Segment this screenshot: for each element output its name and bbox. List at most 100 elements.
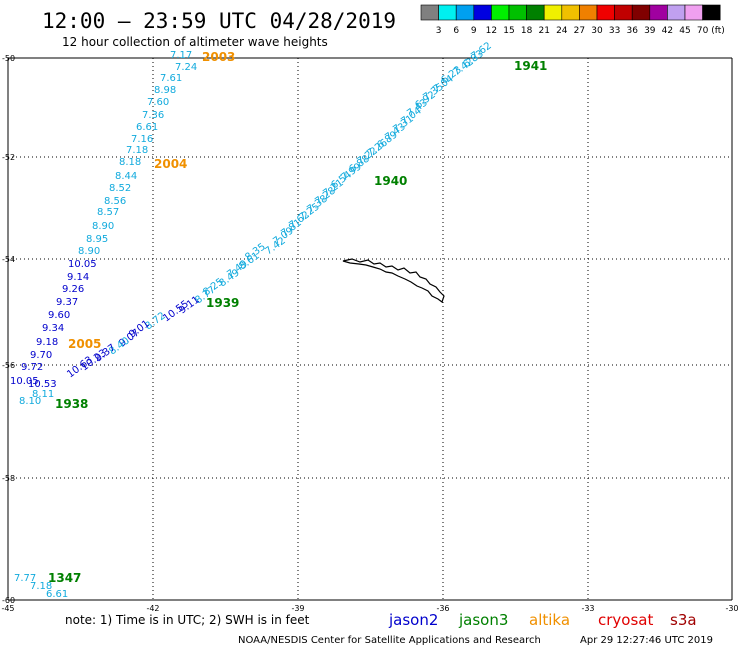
legend-swatch (543, 4, 563, 21)
lon-tick-label: -33 (581, 604, 594, 613)
axis-tick-labels: -45 -42 -39 -36 -33 -30 -50 -52 -54 -56 -58 -60 (1, 54, 738, 613)
legend-swatch (579, 4, 598, 21)
legend-label: 24 (556, 26, 568, 36)
swh-value: 9.26 (62, 284, 84, 295)
legend-swatch (596, 4, 615, 21)
swh-value: 8.57 (97, 207, 119, 218)
legend-swatch (438, 4, 457, 21)
legend-swatch (455, 4, 475, 21)
pass-time-label: 2004 (154, 157, 187, 171)
swh-value: 10.05 (68, 259, 97, 270)
legend-swatch (420, 4, 439, 21)
swh-value: 7.36 (142, 110, 164, 121)
swh-value: 8.18 (119, 157, 141, 168)
swh-value: 7.77 (14, 573, 36, 584)
pass-time-label: 1941 (514, 59, 547, 73)
lat-tick-label: -58 (2, 474, 15, 483)
legend-swatch (473, 4, 492, 21)
legend-label: 33 (609, 26, 620, 36)
swh-value: 10.05 (10, 376, 39, 387)
lon-tick-label: -42 (146, 604, 159, 613)
legend-label: 42 (662, 26, 673, 36)
legend-label: 21 (538, 26, 549, 36)
legend-swatch (614, 4, 633, 21)
pass-time-label: 1938 (55, 397, 88, 411)
legend-swatch (684, 4, 703, 21)
legend-swatch (508, 4, 527, 21)
legend-swatch (561, 4, 580, 21)
legend-label: 12 (486, 26, 497, 36)
swh-value: 9.70 (30, 350, 52, 361)
satellite-altika-label: altika (529, 611, 570, 629)
south-georgia-coastline (342, 258, 445, 303)
legend-label: 36 (626, 26, 638, 36)
legend-label: 6 (453, 26, 459, 36)
pass-time-labels: 2003 2004 2005 1941 1940 1939 1938 1347 (48, 50, 547, 585)
legend-label: 30 (591, 26, 603, 36)
swh-value: 9.72 (21, 362, 43, 373)
swh-value: 9.60 (48, 310, 70, 321)
legend-label: 9 (471, 26, 477, 36)
swh-value: 8.95 (86, 234, 108, 245)
swh-value: 7.61 (160, 73, 182, 84)
footer-credit: NOAA/NESDIS Center for Satellite Applica… (238, 635, 541, 646)
swh-value: 7.16 (131, 134, 153, 145)
lon-tick-label: -45 (1, 604, 14, 613)
legend-label: 39 (644, 26, 656, 36)
page-title: 12:00 — 23:59 UTC 04/28/2019 (42, 9, 396, 33)
footer-note: note: 1) Time is in UTC; 2) SWH is in fe… (65, 613, 310, 627)
map-frame (7, 57, 733, 601)
swh-value: 7.17 (170, 50, 192, 61)
lat-tick-label: -54 (2, 255, 15, 264)
satellite-jason2-label: jason2 (388, 611, 438, 629)
swh-value: 6.61 (46, 589, 68, 600)
satellite-jason3-label: jason3 (458, 611, 508, 629)
swh-value: 8.98 (154, 85, 176, 96)
altimeter-track-values: 7.177.247.618.987.607.366.617.167.188.18… (10, 40, 494, 600)
legend-swatch (667, 4, 686, 21)
legend-unit: (ft) (711, 26, 725, 36)
legend-swatch (702, 4, 721, 21)
legend-label: 45 (679, 26, 690, 36)
pass-time-label: 2005 (68, 337, 101, 351)
swh-value: 7.18 (30, 581, 52, 592)
swh-value: 7.60 (147, 97, 169, 108)
legend-swatch (649, 4, 668, 21)
satellite-legend: jason2 jason3 altika cryosat s3a (388, 611, 697, 629)
lat-tick-label: -52 (2, 153, 15, 162)
swh-value: 7.18 (126, 145, 148, 156)
legend-swatch (631, 4, 651, 21)
swh-value: 8.90 (92, 221, 114, 232)
swh-value: 9.14 (67, 272, 89, 283)
pass-time-label: 1940 (374, 174, 407, 188)
lat-tick-label: -56 (2, 361, 15, 370)
lat-tick-label: -50 (2, 54, 15, 63)
swh-value: 8.11 (32, 389, 54, 400)
pass-time-label: 1939 (206, 296, 239, 310)
footer-timestamp: Apr 29 12:27:46 UTC 2019 (580, 635, 713, 646)
swh-value: 6.61 (136, 122, 158, 133)
swh-value: 8.44 (115, 171, 137, 182)
swh-value: 8.10 (19, 396, 41, 407)
satellite-cryosat-label: cryosat (598, 611, 653, 629)
swh-value: 10.53 (28, 379, 57, 390)
swh-value: 7.24 (175, 62, 197, 73)
legend-label: 27 (574, 26, 585, 36)
swh-value: 9.37 (56, 297, 78, 308)
lat-lon-grid (8, 58, 732, 600)
swh-value: 9.34 (42, 323, 64, 334)
legend-label: 3 (436, 26, 442, 36)
wave-height-color-legend: 3 6 9 12 15 18 21 24 27 30 33 36 39 42 45 70 (ft) (420, 4, 725, 36)
satellite-s3a-label: s3a (670, 611, 697, 629)
lon-tick-label: -30 (725, 604, 738, 613)
lat-tick-label: -60 (2, 596, 15, 605)
page-subtitle: 12 hour collection of altimeter wave hei… (62, 35, 328, 49)
legend-label: 18 (521, 26, 533, 36)
swh-value: 8.52 (109, 183, 131, 194)
swh-value: 8.90 (78, 246, 100, 257)
lon-tick-label: -36 (436, 604, 449, 613)
legend-label: 70 (697, 26, 709, 36)
swh-value: 8.56 (104, 196, 126, 207)
legend-swatch (526, 4, 545, 21)
